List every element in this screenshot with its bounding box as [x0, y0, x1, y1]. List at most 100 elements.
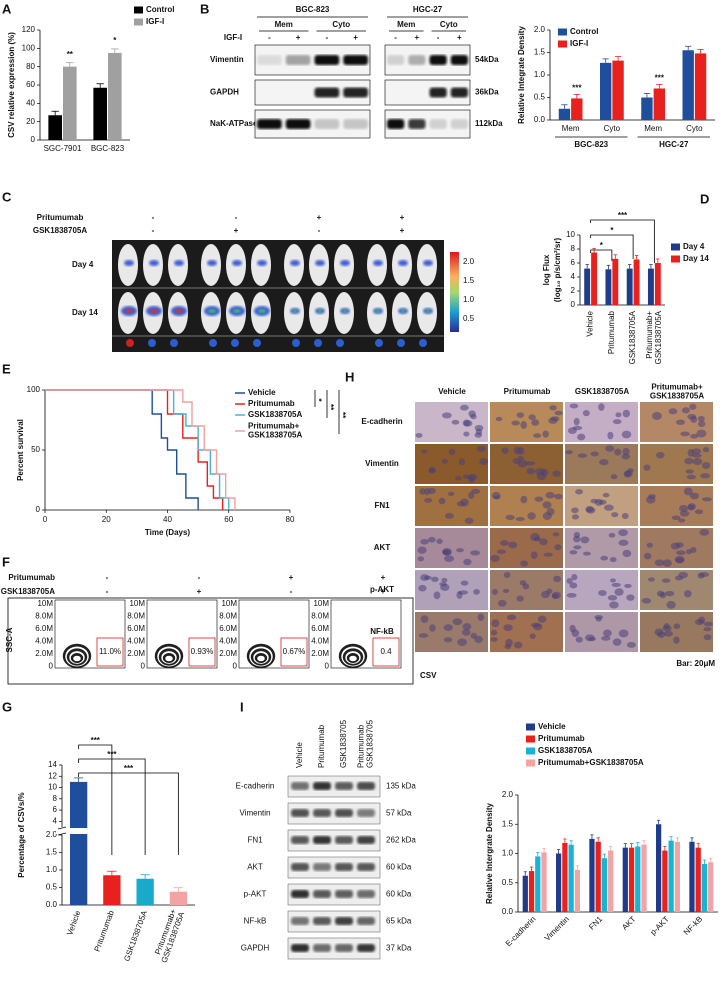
nucleus — [433, 591, 441, 600]
nucleus — [641, 597, 652, 604]
bar — [622, 847, 628, 912]
flow-tick: 8.0M — [127, 612, 145, 621]
nucleus — [611, 582, 621, 587]
nucleus — [661, 578, 671, 583]
bar — [605, 269, 612, 305]
signal-core — [401, 309, 405, 313]
x-tick-label: E-cadherin — [504, 915, 538, 949]
nucleus — [683, 590, 692, 598]
annotation: ** — [326, 404, 335, 411]
bar — [558, 108, 571, 120]
nucleus — [505, 638, 513, 647]
gate-label: 0.67% — [283, 647, 306, 656]
signal — [174, 260, 184, 266]
bracket — [590, 249, 613, 261]
imaging-bg — [112, 240, 444, 352]
y-tick-label: 0.5 — [502, 878, 514, 887]
bar — [574, 869, 580, 912]
bar — [584, 268, 591, 305]
legend-label: Pritumumab+GSK1838705A — [248, 422, 302, 440]
sign: - — [268, 33, 271, 42]
nucleus — [643, 552, 652, 560]
ex-vivo — [314, 339, 322, 347]
nucleus — [685, 469, 694, 474]
bar — [708, 862, 714, 912]
bar — [571, 98, 583, 120]
flow-tick: 8.0M — [219, 612, 237, 621]
row-label: NF-kB — [370, 627, 394, 636]
nucleus — [499, 540, 509, 546]
gate — [96, 637, 124, 667]
nucleus — [609, 601, 619, 609]
blot-frame — [287, 937, 381, 960]
y-tick-label: 0.0 — [534, 115, 546, 124]
blot-frame — [287, 910, 381, 933]
fraction-label: Cyto — [440, 20, 458, 29]
y-tick-label: 1.5 — [534, 48, 546, 57]
nucleus — [554, 493, 563, 500]
nucleus — [477, 613, 485, 621]
bar — [695, 847, 701, 912]
nucleus — [511, 420, 520, 426]
nucleus — [522, 583, 530, 590]
nucleus — [474, 635, 483, 644]
nucleus — [674, 555, 685, 564]
size-label: 37 kDa — [386, 944, 412, 953]
column-label: Pritumumab — [504, 387, 551, 396]
nucleus — [569, 550, 578, 555]
nucleus — [573, 417, 580, 426]
sign: - — [437, 33, 440, 42]
row-label: p-AKT — [370, 585, 394, 594]
bar — [562, 842, 568, 912]
blot-band — [343, 55, 368, 65]
nucleus — [531, 419, 540, 426]
nucleus — [419, 488, 426, 495]
bar — [653, 88, 665, 120]
nucleus — [605, 445, 615, 452]
bar — [701, 864, 708, 912]
bar — [103, 875, 121, 905]
nucleus — [542, 430, 549, 438]
x-tick-label: SGC-7901 — [44, 144, 82, 153]
y-tick-label: 40 — [26, 98, 35, 107]
legend-label: Day 4 — [683, 242, 705, 251]
nucleus — [569, 582, 578, 589]
y-tick-label: 0 — [571, 300, 576, 309]
nucleus — [614, 588, 624, 596]
annotation: *** — [124, 764, 134, 773]
nucleus — [643, 464, 651, 471]
y-tick-label: 60 — [26, 80, 35, 89]
ex-vivo — [148, 339, 156, 347]
legend-label: Pritumumab — [538, 734, 585, 743]
blot-band — [357, 782, 375, 790]
ex-vivo — [170, 339, 178, 347]
nucleus — [621, 453, 631, 460]
nucleus — [476, 445, 486, 453]
signal-core — [293, 309, 297, 313]
nucleus — [537, 615, 547, 623]
y-axis-label: Relative Integrate Density — [517, 26, 526, 124]
blot-band — [343, 119, 368, 129]
size-label: 60 kDa — [386, 863, 412, 872]
y-tick-label: 2 — [571, 286, 576, 295]
nucleus — [670, 542, 680, 550]
contour — [256, 655, 266, 662]
nucleus — [508, 541, 518, 549]
nucleus — [424, 497, 433, 503]
blot-band — [313, 890, 331, 898]
flow-tick: 10M — [313, 599, 329, 608]
nucleus — [577, 433, 586, 441]
size-label: 60 kDa — [386, 890, 412, 899]
sign: + — [415, 33, 420, 42]
y-tick-label: 8 — [571, 244, 576, 253]
fraction-label: Cyto — [332, 20, 350, 29]
blot-band — [357, 863, 375, 871]
annotation: * — [600, 241, 604, 250]
sign: - — [106, 587, 109, 596]
nucleus — [444, 512, 454, 519]
signal — [398, 260, 408, 266]
y-tick-label: 10 — [48, 783, 57, 792]
blot-band — [343, 87, 368, 98]
blot-band — [314, 87, 340, 98]
x-tick-label: Cyto — [686, 124, 703, 133]
